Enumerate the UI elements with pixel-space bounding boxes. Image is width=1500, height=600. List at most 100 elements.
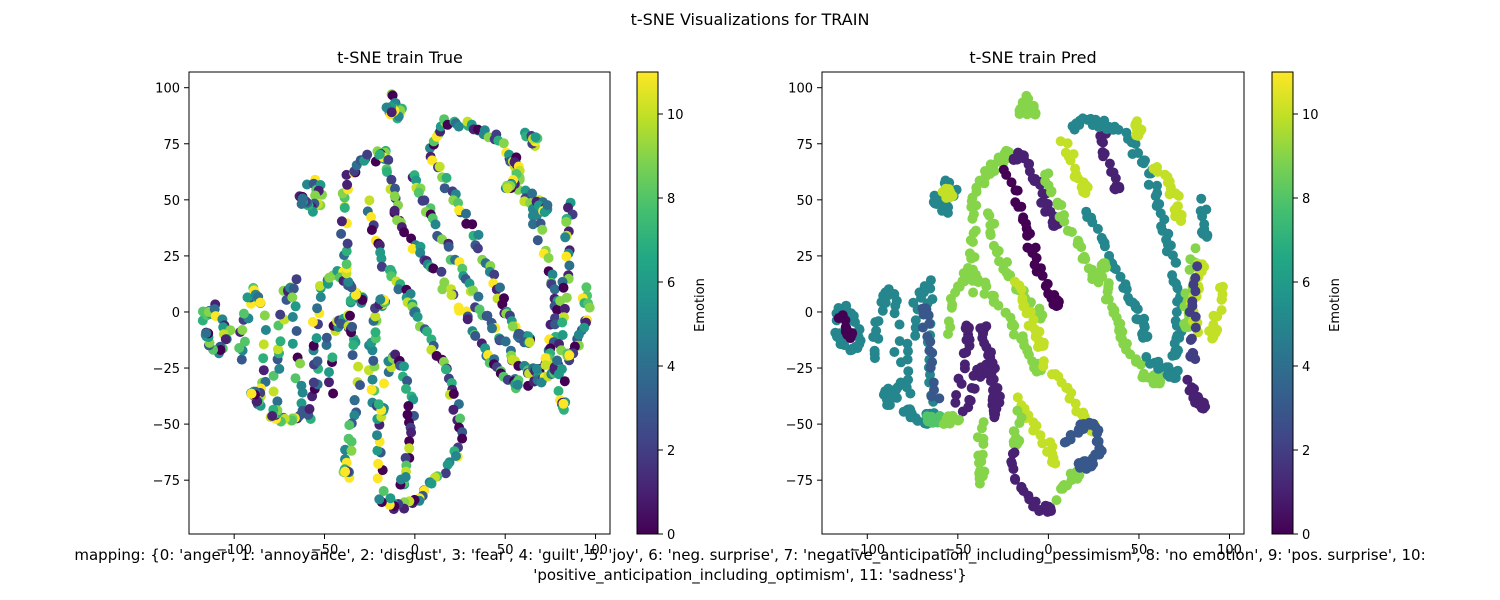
data-point <box>1098 151 1109 162</box>
data-point <box>925 283 936 294</box>
data-point <box>400 453 411 463</box>
y-tick-label: −75 <box>153 474 180 489</box>
data-point <box>273 344 283 355</box>
colorbar-tick-label: 10 <box>667 108 684 123</box>
data-point <box>1012 392 1023 403</box>
data-point <box>1173 190 1184 201</box>
data-point <box>1024 158 1035 169</box>
data-point <box>530 132 541 143</box>
data-point <box>341 246 352 257</box>
colorbar-tick-label: 2 <box>1302 444 1310 459</box>
data-point <box>1053 200 1063 211</box>
data-point <box>347 350 358 361</box>
data-point <box>426 478 437 489</box>
data-point <box>346 445 357 456</box>
y-axis-true: −75 −50 −25 0 25 50 75 100 <box>153 82 189 489</box>
x-tick-label: −50 <box>944 543 971 558</box>
data-point <box>439 183 450 194</box>
data-point <box>536 377 547 388</box>
data-point <box>372 473 383 484</box>
data-point <box>1113 124 1124 135</box>
data-point <box>1170 257 1181 268</box>
data-point <box>967 264 978 275</box>
data-point <box>344 420 355 431</box>
y-tick-label: 25 <box>796 250 813 265</box>
data-point <box>984 210 995 221</box>
data-point <box>362 149 373 160</box>
data-point <box>275 309 286 320</box>
data-point <box>558 398 569 409</box>
data-point <box>415 247 426 258</box>
data-point <box>1110 264 1121 275</box>
data-point <box>993 300 1004 311</box>
data-point <box>291 274 302 285</box>
colorbar-label-pred: Emotion <box>1328 278 1343 332</box>
data-point <box>890 300 901 311</box>
data-point <box>386 174 397 185</box>
mapping-caption-line1: mapping: {0: 'anger', 1: 'annoyance', 2:… <box>74 546 1426 564</box>
data-point <box>1143 179 1154 190</box>
data-point <box>560 232 571 243</box>
data-point <box>1087 217 1098 228</box>
panel-title-true: t-SNE train True <box>337 48 463 67</box>
data-point <box>336 216 347 227</box>
data-point <box>347 321 358 332</box>
colorbar-tick-label: 6 <box>667 276 675 291</box>
data-point <box>1006 177 1017 188</box>
data-point <box>964 394 975 405</box>
data-point <box>404 443 415 454</box>
data-point <box>925 275 936 286</box>
data-point <box>579 322 590 333</box>
data-point <box>297 193 308 204</box>
data-point <box>1190 311 1201 322</box>
data-point <box>561 216 572 227</box>
data-point <box>1115 271 1126 282</box>
data-point <box>324 377 334 388</box>
data-point <box>903 346 913 357</box>
data-point <box>399 227 410 238</box>
data-point <box>1180 288 1191 299</box>
data-point <box>1047 456 1058 467</box>
data-point <box>1051 495 1062 506</box>
data-point <box>353 361 364 372</box>
data-point <box>238 308 249 319</box>
data-point <box>1097 271 1108 282</box>
colorbar-tick-label: 0 <box>667 528 675 543</box>
data-point <box>1132 304 1143 315</box>
data-point <box>1216 294 1227 305</box>
data-point <box>374 149 385 160</box>
figure-title: t-SNE Visualizations for TRAIN <box>630 10 870 29</box>
colorbar-ticks-pred: 0 2 4 6 8 10 <box>1293 108 1319 543</box>
data-point <box>926 414 937 425</box>
colorbar-gradient-pred <box>1271 71 1294 535</box>
data-point <box>1046 187 1056 198</box>
data-point <box>239 336 250 347</box>
data-point <box>255 297 266 308</box>
data-point <box>448 388 459 399</box>
points-layer-pred <box>830 90 1228 517</box>
data-point <box>902 354 913 365</box>
data-point <box>440 364 451 375</box>
plot-frame-pred <box>821 71 1245 535</box>
data-point <box>908 297 919 308</box>
x-tick-label: 100 <box>583 543 608 558</box>
data-point <box>1018 150 1029 161</box>
data-point <box>513 328 524 339</box>
data-point <box>260 325 271 335</box>
data-point <box>1104 158 1115 169</box>
data-point <box>291 326 302 336</box>
data-point <box>1042 199 1053 209</box>
data-point <box>287 292 298 303</box>
data-point <box>275 336 286 347</box>
data-point <box>341 259 352 270</box>
data-point <box>462 314 473 325</box>
plot-frame-true <box>188 71 611 535</box>
data-point <box>390 183 400 194</box>
data-point <box>393 284 404 295</box>
x-tick-label: 100 <box>1217 543 1242 558</box>
data-point <box>448 404 459 415</box>
x-tick-label: −50 <box>311 543 338 558</box>
data-point <box>1014 418 1025 428</box>
data-point <box>1196 193 1207 204</box>
data-point <box>1092 223 1103 234</box>
